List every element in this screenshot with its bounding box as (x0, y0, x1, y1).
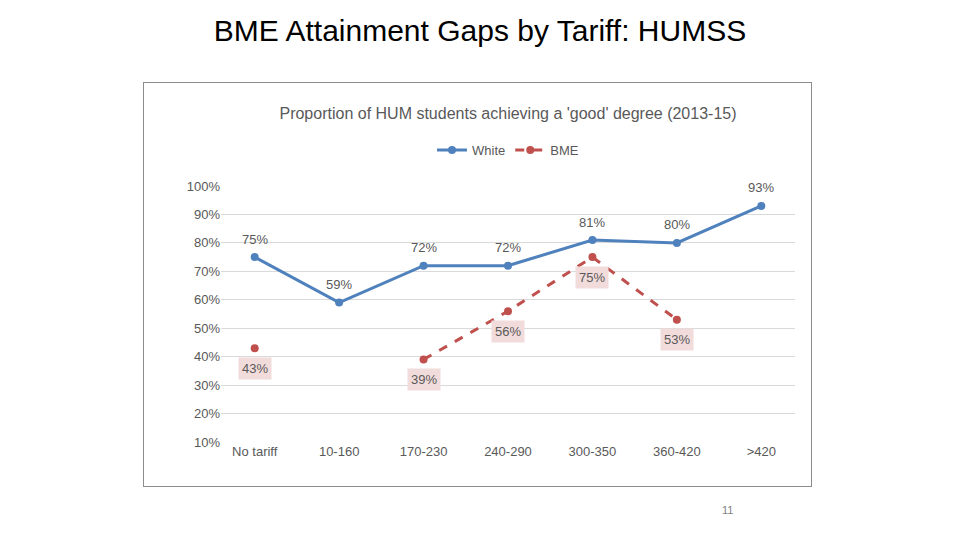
svg-text:Proportion of HUM students ach: Proportion of HUM students achieving a '… (279, 105, 736, 122)
svg-text:75%: 75% (242, 232, 268, 247)
svg-text:30%: 30% (194, 378, 220, 393)
svg-text:39%: 39% (411, 372, 437, 387)
svg-text:20%: 20% (194, 406, 220, 421)
svg-text:53%: 53% (664, 332, 690, 347)
svg-text:170-230: 170-230 (400, 444, 448, 459)
svg-text:60%: 60% (194, 292, 220, 307)
svg-text:80%: 80% (664, 217, 690, 232)
svg-text:59%: 59% (326, 277, 352, 292)
svg-text:100%: 100% (187, 179, 221, 194)
svg-text:81%: 81% (579, 215, 605, 230)
svg-text:White: White (472, 143, 505, 158)
html-text:BME Attainment Gaps by Tariff:: BME Attainment Gaps by Tariff: HUMSS (213, 14, 747, 47)
svg-text:43%: 43% (242, 361, 268, 376)
svg-text:300-350: 300-350 (569, 444, 617, 459)
svg-text:72%: 72% (411, 240, 437, 255)
svg-text:No tariff: No tariff (232, 444, 278, 459)
svg-text:72%: 72% (495, 240, 521, 255)
svg-text:10-160: 10-160 (319, 444, 359, 459)
svg-text:240-290: 240-290 (484, 444, 532, 459)
svg-text:93%: 93% (748, 180, 774, 195)
svg-text:>420: >420 (747, 444, 776, 459)
svg-text:75%: 75% (579, 270, 605, 285)
svg-text:50%: 50% (194, 321, 220, 336)
svg-text:80%: 80% (194, 235, 220, 250)
svg-text:BME: BME (550, 143, 579, 158)
svg-text:40%: 40% (194, 349, 220, 364)
svg-text:56%: 56% (495, 324, 521, 339)
svg-text:70%: 70% (194, 264, 220, 279)
svg-text:10%: 10% (194, 435, 220, 450)
svg-text:90%: 90% (194, 207, 220, 222)
html-text:11: 11 (722, 504, 734, 516)
svg-text:360-420: 360-420 (653, 444, 701, 459)
